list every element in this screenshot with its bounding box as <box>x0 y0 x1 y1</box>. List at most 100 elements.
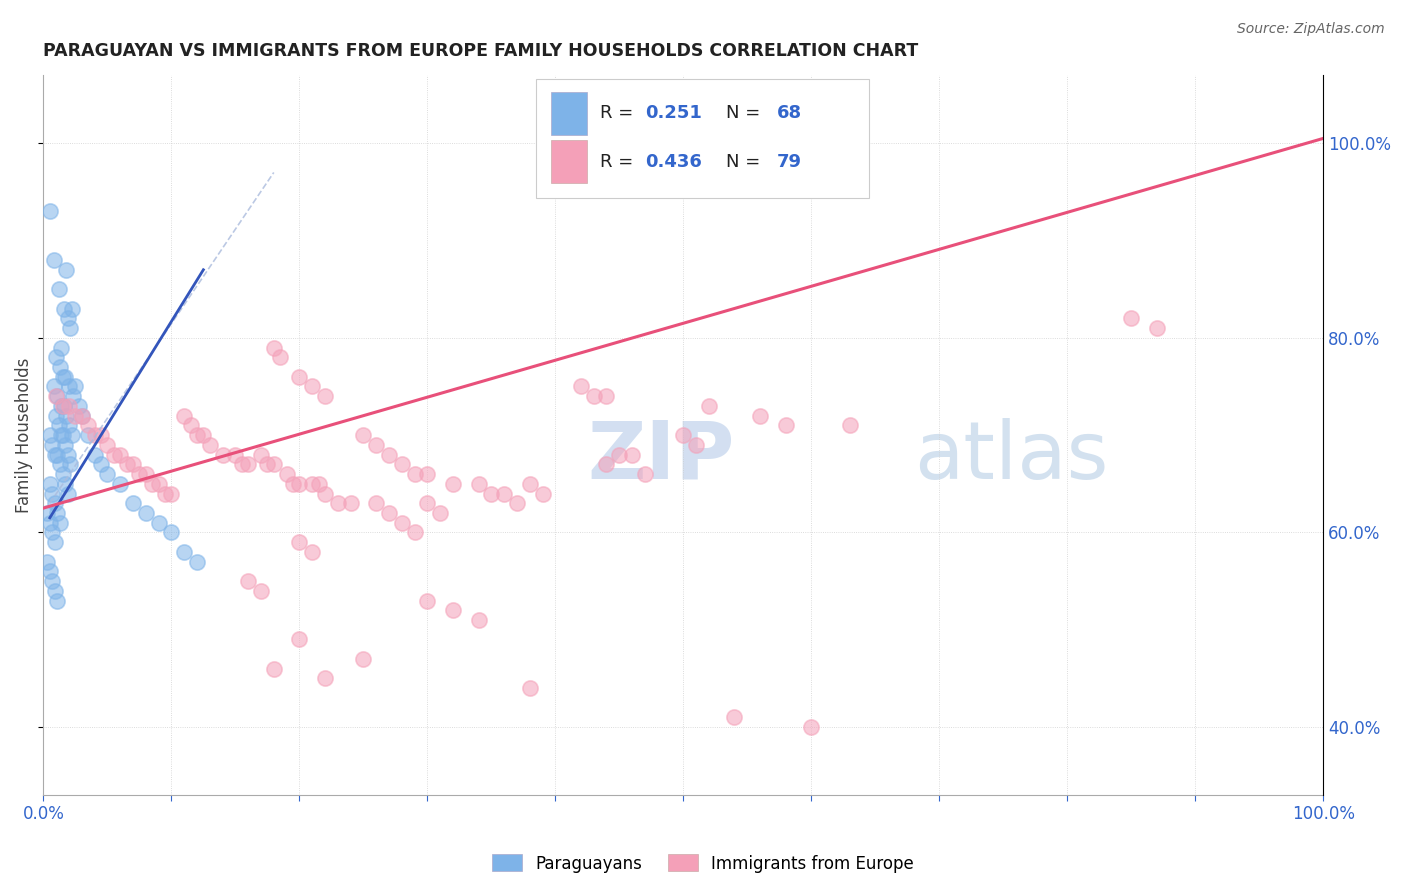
Point <box>250 583 273 598</box>
Point <box>607 448 630 462</box>
Text: 79: 79 <box>776 153 801 170</box>
Point <box>51 428 73 442</box>
Point <box>70 409 93 423</box>
Point <box>1121 311 1143 326</box>
Point <box>180 418 202 433</box>
Point <box>37 555 59 569</box>
Point <box>352 428 374 442</box>
Point <box>41 438 63 452</box>
Point <box>44 448 66 462</box>
Point <box>58 399 80 413</box>
Point <box>263 662 285 676</box>
Point <box>186 428 208 442</box>
Point <box>288 476 311 491</box>
Point <box>263 341 285 355</box>
Point <box>38 476 60 491</box>
Point <box>269 351 291 365</box>
Point <box>53 369 76 384</box>
Point <box>366 496 388 510</box>
Point <box>672 428 695 442</box>
Point <box>238 458 260 472</box>
Point <box>231 458 253 472</box>
Point <box>441 603 464 617</box>
Point <box>38 564 60 578</box>
Point <box>46 506 69 520</box>
Point <box>37 506 59 520</box>
Text: 0.436: 0.436 <box>645 153 702 170</box>
Point <box>211 448 233 462</box>
Point <box>250 448 273 462</box>
Point <box>103 448 125 462</box>
Point <box>96 467 118 481</box>
Point <box>56 448 79 462</box>
Point <box>339 496 361 510</box>
Point <box>467 476 489 491</box>
Point <box>41 525 63 540</box>
Point <box>52 467 75 481</box>
Point <box>60 428 83 442</box>
Point <box>45 409 67 423</box>
Point <box>83 428 105 442</box>
Point <box>416 496 439 510</box>
Point <box>83 448 105 462</box>
Point <box>56 486 79 500</box>
Point <box>263 458 285 472</box>
Point <box>108 476 131 491</box>
Text: N =: N = <box>725 104 765 122</box>
Text: 0.251: 0.251 <box>645 104 702 122</box>
Point <box>429 506 451 520</box>
Point <box>314 671 336 685</box>
Point <box>44 583 66 598</box>
Point <box>301 476 323 491</box>
Point <box>38 428 60 442</box>
Point <box>416 467 439 481</box>
Point <box>53 438 76 452</box>
Point <box>404 467 426 481</box>
Point <box>58 379 80 393</box>
Point <box>276 467 298 481</box>
Point <box>55 262 77 277</box>
Point <box>41 486 63 500</box>
Point <box>160 486 183 500</box>
Point <box>519 681 541 695</box>
Point <box>59 321 82 335</box>
Point <box>49 458 72 472</box>
Point <box>256 458 278 472</box>
Point <box>53 476 76 491</box>
Point <box>238 574 260 588</box>
Point <box>51 341 73 355</box>
Point <box>44 496 66 510</box>
Point <box>494 486 516 500</box>
Point <box>90 458 112 472</box>
Point <box>42 379 65 393</box>
Text: ZIP: ZIP <box>588 417 734 496</box>
Point <box>44 535 66 549</box>
Point <box>45 351 67 365</box>
Point <box>479 486 502 500</box>
Point <box>65 409 87 423</box>
Point <box>48 418 70 433</box>
Point <box>697 399 720 413</box>
Point <box>467 613 489 627</box>
Point <box>141 476 163 491</box>
Point <box>173 545 195 559</box>
Point <box>52 399 75 413</box>
Text: R =: R = <box>600 153 640 170</box>
Point <box>122 458 145 472</box>
Point <box>404 525 426 540</box>
Point <box>55 409 77 423</box>
Point <box>49 359 72 374</box>
Point <box>685 438 707 452</box>
Point <box>308 476 330 491</box>
Point <box>838 418 860 433</box>
Text: 68: 68 <box>776 104 801 122</box>
Point <box>52 301 75 316</box>
Point <box>128 467 150 481</box>
Legend: Paraguayans, Immigrants from Europe: Paraguayans, Immigrants from Europe <box>485 847 921 880</box>
Point <box>301 545 323 559</box>
Point <box>51 399 73 413</box>
Text: R =: R = <box>600 104 640 122</box>
Point <box>288 535 311 549</box>
Point <box>42 253 65 268</box>
Point <box>115 458 138 472</box>
